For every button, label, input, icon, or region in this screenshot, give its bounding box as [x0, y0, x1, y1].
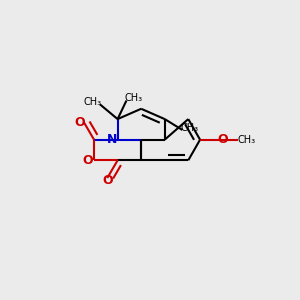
Text: CH₃: CH₃	[181, 123, 199, 133]
Text: CH₃: CH₃	[125, 93, 143, 103]
Text: CH₃: CH₃	[238, 135, 256, 145]
Text: O: O	[74, 116, 85, 128]
Text: O: O	[218, 133, 228, 146]
Text: N: N	[106, 133, 117, 146]
Text: CH₃: CH₃	[83, 97, 102, 107]
Text: O: O	[82, 154, 93, 167]
Text: O: O	[102, 174, 112, 188]
